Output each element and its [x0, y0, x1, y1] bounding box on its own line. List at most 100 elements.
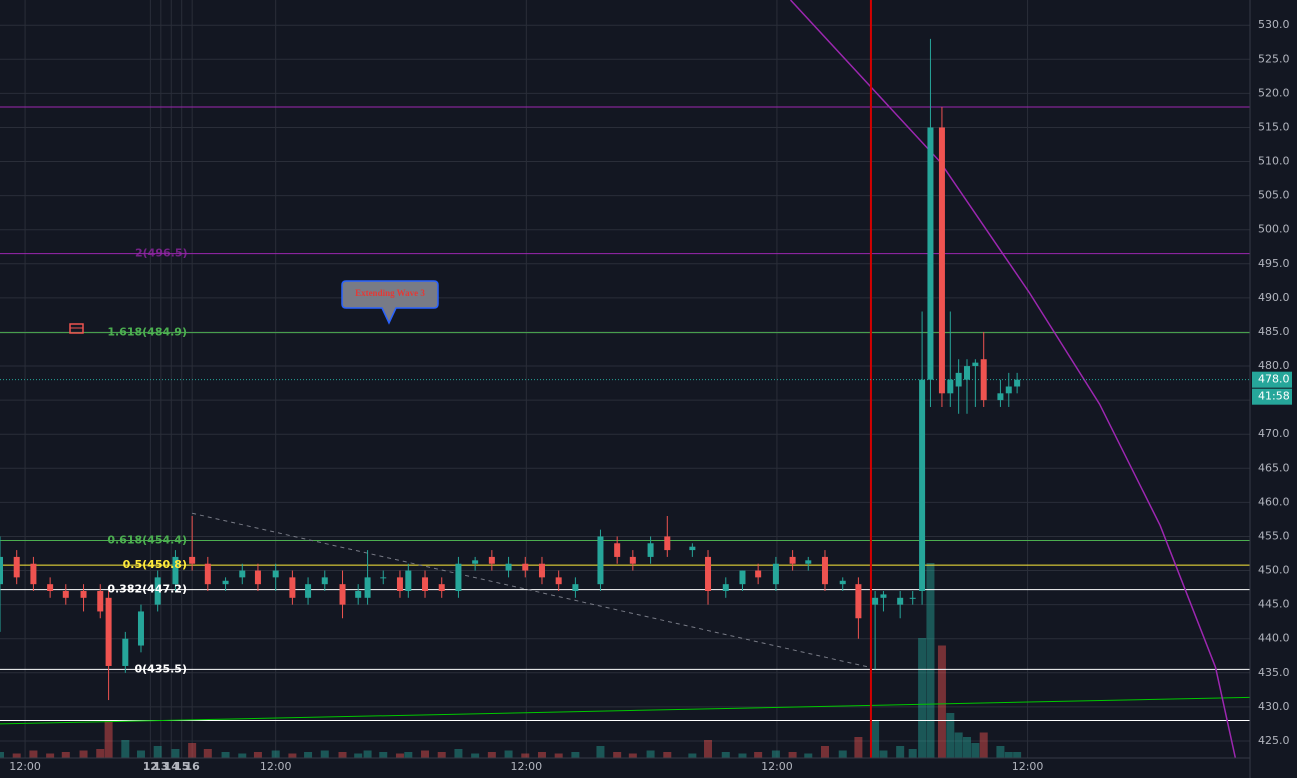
candle-body: [364, 577, 371, 598]
volume-bar: [188, 743, 197, 758]
candle-body: [947, 379, 954, 394]
candle-body: [154, 577, 161, 605]
volume-bar: [738, 753, 747, 758]
candle-body: [614, 543, 621, 557]
candle-body: [438, 584, 445, 591]
annotation: Extending Wave 3: [341, 280, 439, 325]
candle-body: [872, 597, 879, 605]
candle-body: [321, 577, 328, 585]
volume-bar: [61, 752, 70, 758]
candle-body: [839, 580, 846, 585]
level-label: 0(435.5): [134, 662, 187, 675]
volume-bar: [0, 752, 4, 758]
x-tick-label: 14: [164, 760, 180, 773]
volume-bar: [29, 750, 38, 758]
volume-bar: [963, 737, 972, 758]
volume-bar: [820, 746, 829, 758]
volume-bar: [437, 752, 446, 758]
candle-body: [909, 597, 916, 599]
volume-bar: [471, 753, 480, 758]
volume-bar: [504, 750, 513, 758]
trend-line: [0, 696, 1251, 725]
volume-bar: [979, 732, 988, 758]
y-tick-label: 440.0: [1258, 632, 1290, 645]
candle-body: [739, 570, 746, 585]
volume-bar: [379, 752, 388, 758]
volume-bar: [954, 732, 963, 758]
volume-bar: [454, 749, 463, 758]
candle-body: [239, 570, 246, 578]
volume-bar: [754, 752, 763, 758]
candle-body: [1014, 379, 1021, 387]
candle-body: [927, 127, 934, 380]
candle-body: [222, 580, 229, 585]
volume-bar: [771, 750, 780, 758]
y-tick-label: 445.0: [1258, 598, 1290, 611]
candle-body: [919, 379, 926, 591]
candle-body: [938, 127, 945, 394]
dashed-line: [192, 512, 870, 668]
volume-bar: [663, 752, 672, 758]
volume-bar: [12, 753, 21, 758]
candle-body: [629, 556, 636, 564]
y-tick-label: 495.0: [1258, 257, 1290, 270]
y-tick-label: 500.0: [1258, 223, 1290, 236]
volume-bar: [688, 753, 697, 758]
candle-body: [172, 556, 179, 585]
candle-body: [772, 563, 779, 585]
volume-bar: [304, 752, 313, 758]
candle-body: [137, 611, 144, 646]
volume-bar: [171, 749, 180, 758]
annotation-text: Extending Wave 3: [355, 288, 425, 298]
flag-icon: [69, 323, 84, 334]
volume-bar: [1013, 752, 1022, 758]
volume-bar: [937, 645, 946, 758]
volume-bar: [721, 752, 730, 758]
volume-bar: [946, 713, 955, 758]
y-tick-label: 510.0: [1258, 155, 1290, 168]
candle-body: [455, 563, 462, 591]
volume-bar: [238, 753, 247, 758]
candle-body: [62, 590, 69, 598]
x-tick-label: 12:00: [260, 760, 292, 773]
volume-bar: [613, 752, 622, 758]
curve-line: [789, 0, 1237, 759]
level-label: 0.382(447.2): [107, 583, 187, 596]
candle-body: [722, 584, 729, 591]
volume-bar: [908, 749, 917, 758]
volume-bar: [1004, 752, 1013, 758]
candle-body: [647, 543, 654, 557]
y-tick-label: 530.0: [1258, 18, 1290, 31]
y-tick-label: 520.0: [1258, 86, 1290, 99]
candle-body: [522, 563, 529, 571]
volume-bar: [221, 752, 230, 758]
candle-body: [597, 536, 604, 585]
volume-bar: [788, 752, 797, 758]
volume-bar: [879, 750, 888, 758]
volume-bar: [338, 752, 347, 758]
candle-body: [821, 556, 828, 585]
y-tick-label: 485.0: [1258, 325, 1290, 338]
y-tick-label: 450.0: [1258, 564, 1290, 577]
candle-body: [897, 597, 904, 605]
candle-body: [472, 560, 479, 564]
candle-body: [689, 546, 696, 551]
candle-body: [805, 560, 812, 564]
candle-body: [254, 570, 261, 585]
volume-bar: [854, 737, 863, 758]
volume-bar: [628, 753, 637, 758]
y-tick-label: 465.0: [1258, 461, 1290, 474]
candle-body: [572, 584, 579, 591]
price-tag: [1252, 371, 1292, 388]
volume-bar: [288, 753, 297, 758]
candle-body: [505, 563, 512, 571]
candle-body: [355, 590, 362, 598]
price-tag-label: 478.0: [1258, 373, 1290, 386]
volume-bar: [79, 750, 88, 758]
volume-bar: [487, 752, 496, 758]
level-label: 0.618(454.4): [107, 534, 187, 547]
candle-body: [13, 556, 20, 578]
candle-body: [339, 584, 346, 605]
volume-bar: [596, 746, 605, 758]
x-tick-label: 12:00: [9, 760, 41, 773]
